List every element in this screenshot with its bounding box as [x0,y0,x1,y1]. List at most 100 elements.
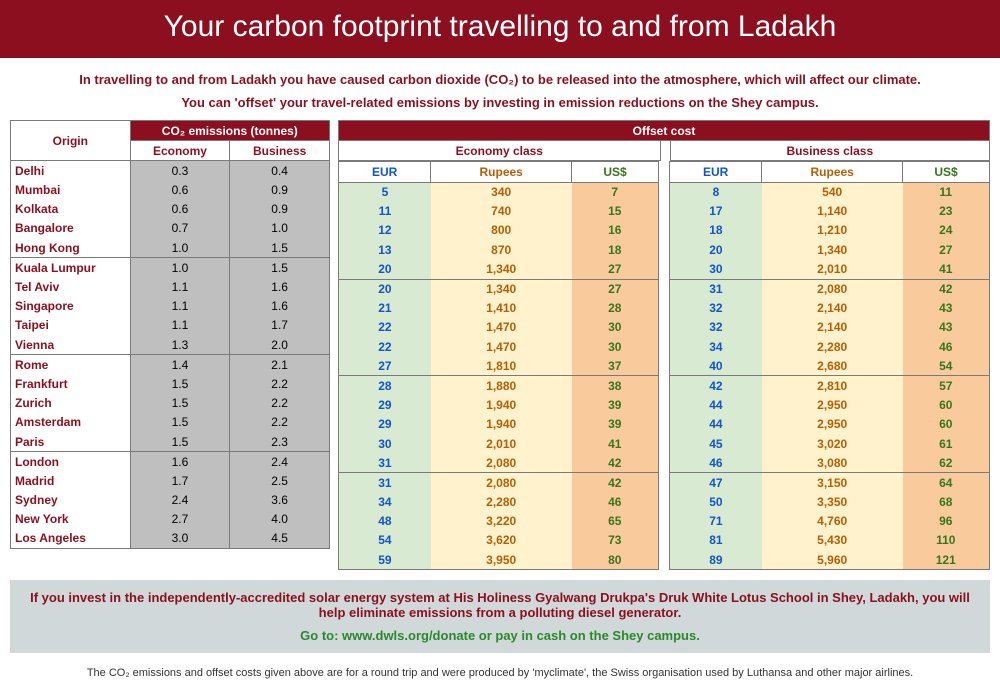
rupees-cell: 800 [431,221,572,240]
usd-cell: 64 [903,473,990,493]
table-row: Amsterdam1.52.2 [11,413,330,432]
eur-cell: 31 [670,279,762,299]
emissions-business-cell: 1.5 [230,258,330,278]
emissions-economy-cell: 1.3 [130,335,230,355]
table-row: 342,28046 [670,337,990,356]
rupees-cell: 3,150 [762,473,903,493]
emissions-economy-cell: 0.6 [130,200,230,219]
gap [660,141,670,161]
usd-cell: 61 [903,434,990,453]
business-offset-table: EUR Rupees US$ 854011171,14023181,210242… [669,161,990,570]
table-row: 302,01041 [670,259,990,279]
table-row: 473,15064 [670,473,990,493]
col-emissions: CO₂ emissions (tonnes) [130,121,329,141]
table-row: Delhi0.30.4 [11,161,330,181]
rupees-cell: 3,950 [431,550,572,570]
eur-cell: 44 [670,415,762,434]
rupees-cell: 2,280 [431,493,572,512]
col-economy-class: Economy class [339,141,661,161]
table-row: Bangalore0.71.0 [11,219,330,238]
table-row: Tel Aviv1.11.6 [11,278,330,297]
usd-cell: 65 [572,512,659,531]
rupees-cell: 1,880 [431,376,572,396]
origin-cell: Rome [11,355,131,375]
rupees-cell: 2,010 [762,259,903,279]
table-row: Kolkata0.60.9 [11,200,330,219]
rupees-cell: 5,430 [762,531,903,550]
rupees-cell: 1,210 [762,221,903,240]
rupees-cell: 1,140 [762,202,903,221]
table-row: 322,14043 [670,318,990,337]
origin-cell: Kolkata [11,200,131,219]
rupees-cell: 2,280 [762,337,903,356]
emissions-economy-cell: 1.1 [130,278,230,297]
usd-cell: 96 [903,512,990,531]
eur-cell: 71 [670,512,762,531]
eur-cell: 17 [670,202,762,221]
table-row: Mumbai0.60.9 [11,181,330,200]
emissions-business-cell: 0.9 [230,200,330,219]
emissions-economy-cell: 1.0 [130,258,230,278]
usd-cell: 42 [572,453,659,473]
table-row: Kuala Lumpur1.01.5 [11,258,330,278]
emissions-business-cell: 0.9 [230,181,330,200]
usd-cell: 30 [572,337,659,356]
rupees-cell: 2,140 [762,318,903,337]
table-row: 422,81057 [670,376,990,396]
rupees-cell: 5,960 [762,550,903,570]
table-row: 463,08062 [670,453,990,473]
eur-cell: 32 [670,318,762,337]
col-usd: US$ [903,162,990,182]
usd-cell: 27 [572,259,659,279]
emissions-business-cell: 2.4 [230,452,330,472]
eur-cell: 20 [339,259,431,279]
usd-cell: 27 [903,240,990,259]
usd-cell: 41 [572,434,659,453]
table-row: Vienna1.32.0 [11,335,330,355]
rupees-cell: 2,080 [762,279,903,299]
table-row: 593,95080 [339,550,659,570]
table-row: Frankfurt1.52.2 [11,374,330,393]
col-rupees: Rupees [762,162,903,182]
rupees-cell: 340 [431,182,572,202]
table-row: 211,41028 [339,299,659,318]
emissions-economy-cell: 1.5 [130,394,230,413]
usd-cell: 11 [903,182,990,202]
usd-cell: 18 [572,240,659,259]
col-economy: Economy [130,141,230,161]
eur-cell: 31 [339,453,431,473]
table-row: London1.62.4 [11,452,330,472]
col-eur: EUR [339,162,431,182]
col-usd: US$ [572,162,659,182]
eur-cell: 20 [670,240,762,259]
table-row: Sydney2.43.6 [11,491,330,510]
eur-cell: 42 [670,376,762,396]
rupees-cell: 1,810 [431,356,572,376]
rupees-cell: 3,220 [431,512,572,531]
emissions-economy-cell: 1.1 [130,297,230,316]
usd-cell: 68 [903,493,990,512]
table-row: Los Angeles3.04.5 [11,529,330,549]
rupees-cell: 1,940 [431,396,572,415]
usd-cell: 62 [903,453,990,473]
usd-cell: 60 [903,415,990,434]
rupees-cell: 2,950 [762,415,903,434]
eur-cell: 89 [670,550,762,570]
eur-cell: 40 [670,356,762,376]
emissions-economy-cell: 3.0 [130,529,230,549]
col-business: Business [230,141,330,161]
emissions-business-cell: 4.5 [230,529,330,549]
rupees-cell: 1,340 [431,259,572,279]
table-row: Rome1.42.1 [11,355,330,375]
origin-cell: Taipei [11,316,131,335]
table-row: 181,21024 [670,221,990,240]
origin-cell: Kuala Lumpur [11,258,131,278]
origin-cell: Paris [11,432,131,452]
usd-cell: 23 [903,202,990,221]
table-row: 895,960121 [670,550,990,570]
rupees-cell: 1,340 [762,240,903,259]
rupees-cell: 2,140 [762,299,903,318]
table-row: 312,08042 [339,473,659,493]
table-row: 201,34027 [670,240,990,259]
emissions-economy-cell: 1.0 [130,238,230,258]
